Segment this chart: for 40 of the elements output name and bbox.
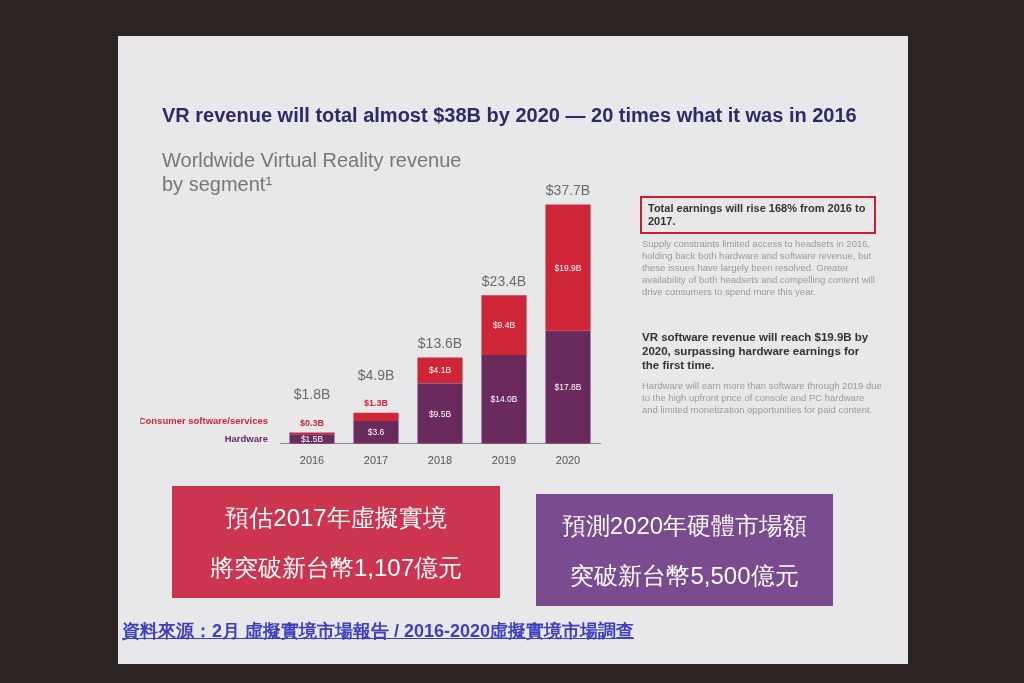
total-label: $23.4B	[481, 273, 527, 290]
text: 預測2020年硬體市場額	[560, 511, 809, 541]
data-label: $3.6	[367, 427, 385, 438]
text: 將突破新台幣1,107億元	[208, 553, 464, 583]
text: Hardware will earn more than software through 2019 due to the high upfront price of console and PC hardware and limited monetization opportunities for paid content.	[642, 380, 882, 416]
text: VR software revenue will reach $19.9B by 2020, surpassing hardware earnings for the first time.	[642, 330, 870, 372]
text: Total earnings will rise 168% from 2016 to 2017.	[640, 196, 876, 234]
data-label: $14.0B	[490, 394, 518, 405]
bar	[353, 420, 399, 444]
data-label: $9.4B	[492, 319, 516, 330]
total-label: $1.8B	[293, 386, 331, 403]
total-label: $13.6B	[417, 335, 463, 352]
bar	[545, 330, 591, 444]
data-label: $17.8B	[554, 382, 582, 393]
text: Hardware	[224, 432, 268, 444]
x-tick-label: 2016	[299, 454, 325, 467]
total-label: $4.9B	[357, 366, 395, 383]
data-label: $19.9B	[554, 262, 582, 273]
bar	[481, 354, 527, 444]
bar	[481, 295, 527, 355]
data-label: $1.5B	[300, 433, 324, 444]
bar	[353, 412, 399, 421]
bar	[545, 204, 591, 331]
text: Supply constraints limited access to headsets in 2016, holding back both hardware and software revenue, but these issues have largely been resolved. Greater availability of both headsets and compelling content will drive consumers to spend more this year.	[642, 238, 876, 298]
data-label: $9.5B	[428, 408, 452, 419]
data-label: $0.3B	[299, 417, 325, 428]
bar	[417, 383, 463, 444]
x-tick-label: 2018	[427, 454, 453, 467]
chart-subtitle: Worldwide Virtual Reality revenue by segment¹	[162, 148, 463, 196]
total-label: $37.7B	[545, 182, 591, 199]
text: 突破新台幣5,500億元	[569, 561, 800, 591]
x-tick-label: 2019	[491, 454, 517, 467]
data-label: $4.1B	[428, 365, 452, 376]
data-label: $1.3B	[363, 398, 389, 409]
chart-title: VR revenue will total almost $38B by 2020 — 20 times what it was in 2016	[162, 104, 857, 127]
x-tick-label: 2017	[363, 454, 389, 467]
source-note: 資料來源：2月 虛擬實境市場報告 / 2016-2020虛擬實境市場調查	[122, 620, 636, 643]
bar	[417, 357, 463, 384]
text: 預估2017年虛擬實境	[224, 503, 448, 533]
x-tick-label: 2020	[555, 454, 581, 467]
